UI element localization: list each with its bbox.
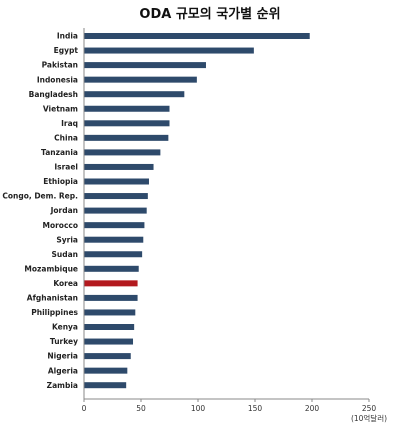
bar-nigeria	[84, 353, 131, 360]
category-label-indonesia: Indonesia	[37, 75, 78, 84]
bar-egypt	[84, 47, 254, 54]
bar-philippines	[84, 309, 136, 316]
category-label-tanzania: Tanzania	[41, 148, 78, 157]
bar-congo-dem-rep	[84, 193, 148, 200]
category-label-philippines: Philippines	[31, 308, 78, 317]
x-tick-label-0: 0	[82, 404, 87, 413]
category-label-israel: Israel	[54, 163, 78, 172]
category-label-india: India	[57, 32, 78, 41]
category-labels: India Egypt Pakistan Indonesia Bangladesh Vie…	[2, 32, 78, 390]
bar-zambia	[84, 382, 127, 389]
category-label-zambia: Zambia	[47, 381, 78, 390]
category-label-mozambique: Mozambique	[24, 264, 78, 273]
x-tick-label-150: 150	[248, 404, 263, 413]
bar-china	[84, 134, 169, 141]
bar-afghanistan	[84, 294, 138, 301]
bar-korea	[84, 280, 138, 287]
category-label-pakistan: Pakistan	[42, 61, 78, 70]
bar-kenya	[84, 324, 135, 330]
bar-vietnam	[84, 105, 170, 112]
category-label-nigeria: Nigeria	[47, 352, 78, 361]
bar-tanzania	[84, 149, 161, 156]
bar-mozambique	[84, 265, 139, 272]
bar-ethiopia	[84, 178, 149, 185]
category-label-egypt: Egypt	[54, 46, 79, 55]
category-label-congo-dem-rep: Congo, Dem. Rep.	[2, 192, 78, 201]
category-label-korea: Korea	[53, 279, 78, 288]
x-axis: 0 50 100 150 200 250(10억달러)	[82, 28, 387, 423]
category-label-jordan: Jordan	[50, 206, 78, 215]
category-label-morocco: Morocco	[42, 221, 78, 230]
bar-morocco	[84, 222, 145, 229]
bar-sudan	[84, 251, 143, 258]
category-label-china: China	[54, 133, 78, 142]
category-label-afghanistan: Afghanistan	[27, 294, 78, 303]
category-label-bangladesh: Bangladesh	[29, 90, 78, 99]
bar-india	[84, 33, 310, 39]
category-label-vietnam: Vietnam	[43, 104, 78, 113]
bar-jordan	[84, 207, 147, 214]
category-label-ethiopia: Ethiopia	[43, 177, 78, 186]
x-tick-label-50: 50	[136, 404, 146, 413]
x-tick-label-250: 250	[362, 404, 377, 413]
x-tick-label-200: 200	[305, 404, 320, 413]
bars	[84, 33, 310, 389]
chart-title: ODA 규모의 국가별 순위	[139, 7, 281, 22]
bar-syria	[84, 236, 144, 243]
category-label-iraq: Iraq	[61, 119, 78, 128]
category-label-kenya: Kenya	[52, 323, 78, 332]
category-label-sudan: Sudan	[51, 250, 78, 259]
bar-algeria	[84, 367, 128, 374]
category-label-turkey: Turkey	[50, 337, 78, 346]
bar-israel	[84, 163, 154, 170]
x-unit-label: (10억달러)	[351, 414, 387, 423]
bar-indonesia	[84, 76, 197, 83]
category-label-syria: Syria	[56, 235, 78, 244]
bar-pakistan	[84, 62, 206, 69]
bar-iraq	[84, 120, 170, 127]
category-label-algeria: Algeria	[48, 366, 78, 375]
bar-bangladesh	[84, 91, 185, 98]
bar-turkey	[84, 338, 134, 345]
x-tick-label-100: 100	[191, 404, 206, 413]
